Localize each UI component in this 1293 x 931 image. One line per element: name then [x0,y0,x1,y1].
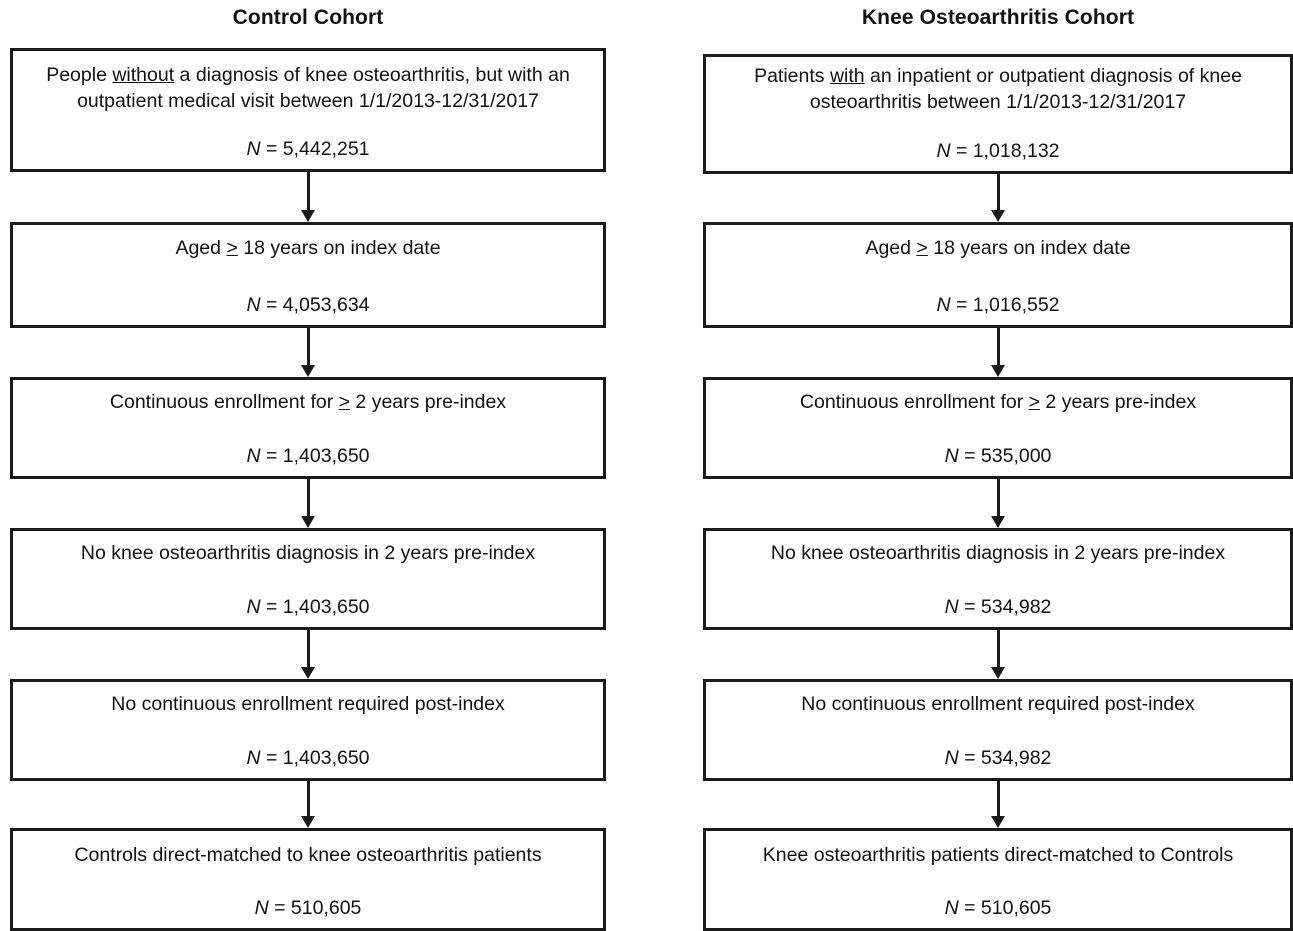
flow-arrow [301,479,315,528]
flow-arrow [991,174,1005,222]
flow-arrow [991,328,1005,377]
control-box-4: No knee osteoarthritis diagnosis in 2 ye… [10,528,606,630]
box-description: Continuous enrollment for > 2 years pre-… [799,391,1197,413]
box-count: N = 510,605 [254,897,362,919]
box-description: Patients with an inpatient or outpatient… [754,65,1242,113]
box-count: N = 510,605 [944,897,1052,919]
box-count: N = 534,982 [944,747,1052,769]
control-cohort-title: Control Cohort [232,6,384,29]
box-count: N = 5,442,251 [246,138,370,160]
box-description: Aged > 18 years on index date [865,237,1131,259]
knee-box-5: No continuous enrollment required post-i… [703,679,1293,781]
box-count: N = 1,403,650 [246,747,370,769]
knee-box-3: Continuous enrollment for > 2 years pre-… [703,377,1293,479]
control-box-3: Continuous enrollment for > 2 years pre-… [10,377,606,479]
box-description: Aged > 18 years on index date [175,237,441,259]
box-description: No continuous enrollment required post-i… [801,693,1195,715]
box-count: N = 1,016,552 [936,294,1060,316]
flow-arrow [301,328,315,377]
box-description: Controls direct-matched to knee osteoart… [74,844,542,866]
knee-box-2: Aged > 18 years on index date N = 1,016,… [703,222,1293,328]
box-count: N = 534,982 [944,596,1052,618]
box-count: N = 1,403,650 [246,596,370,618]
knee-box-4: No knee osteoarthritis diagnosis in 2 ye… [703,528,1293,630]
control-box-1: People without a diagnosis of knee osteo… [10,48,606,172]
flow-arrow [301,781,315,828]
control-box-6: Controls direct-matched to knee osteoart… [10,828,606,931]
flow-arrow [991,630,1005,679]
box-description: Knee osteoarthritis patients direct-matc… [762,844,1234,866]
flow-arrow [301,630,315,679]
box-description: No knee osteoarthritis diagnosis in 2 ye… [80,542,536,564]
box-description: No knee osteoarthritis diagnosis in 2 ye… [770,542,1226,564]
control-box-5: No continuous enrollment required post-i… [10,679,606,781]
box-count: N = 4,053,634 [246,294,370,316]
flow-arrow [991,479,1005,528]
flow-arrow [991,781,1005,828]
box-count: N = 535,000 [944,445,1052,467]
control-box-2: Aged > 18 years on index date N = 4,053,… [10,222,606,328]
box-count: N = 1,403,650 [246,445,370,467]
box-description: Continuous enrollment for > 2 years pre-… [109,391,507,413]
flow-arrow [301,172,315,222]
box-description: No continuous enrollment required post-i… [111,693,505,715]
knee-box-6: Knee osteoarthritis patients direct-matc… [703,828,1293,931]
box-description: People without a diagnosis of knee osteo… [46,64,570,112]
knee-box-1: Patients with an inpatient or outpatient… [703,54,1293,174]
knee-oa-cohort-title: Knee Osteoarthritis Cohort [861,6,1135,29]
box-count: N = 1,018,132 [936,140,1060,162]
